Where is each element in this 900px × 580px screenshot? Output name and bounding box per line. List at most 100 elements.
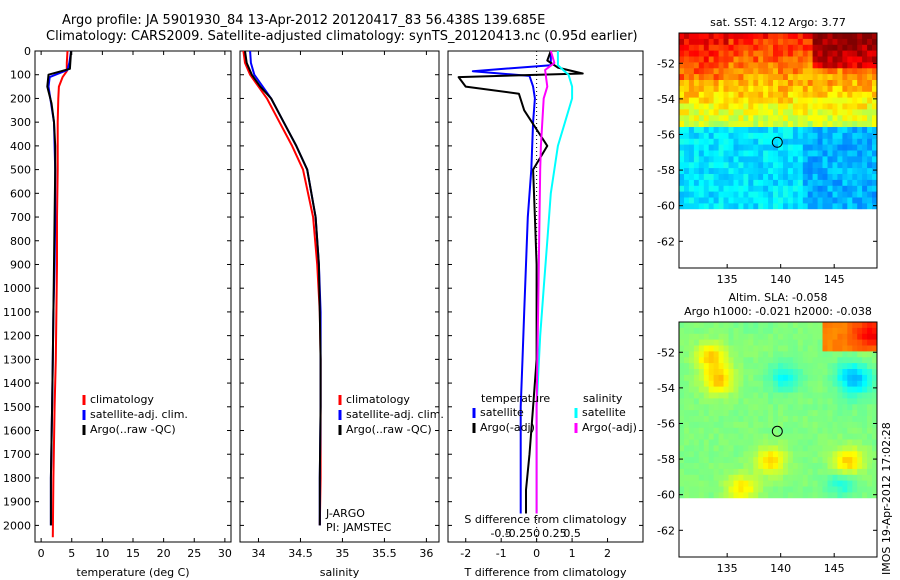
map-cell	[723, 185, 729, 193]
map-cell	[778, 474, 784, 482]
map-cell	[679, 179, 685, 187]
map-cell	[679, 85, 685, 93]
map-cell	[768, 357, 774, 364]
map-cell	[867, 150, 873, 157]
map-cell	[832, 404, 838, 411]
map-cell	[693, 185, 700, 193]
sla-map-frame	[678, 321, 878, 558]
temperature-legend-2-label: Argo(..raw -QC)	[90, 423, 176, 436]
map-cell	[748, 451, 754, 458]
map-cell	[807, 386, 814, 394]
map-cell	[743, 168, 749, 175]
map-cell	[684, 398, 690, 405]
map-cell	[872, 179, 878, 187]
map-cell	[872, 144, 878, 152]
map-cell	[787, 374, 794, 382]
map-cell	[718, 474, 725, 482]
map-cell	[792, 156, 799, 163]
map-cell	[718, 374, 725, 382]
map-cell	[787, 468, 794, 476]
map-cell	[872, 421, 878, 429]
map-cell	[852, 121, 858, 128]
map-cell	[738, 50, 744, 58]
map-cell	[783, 109, 789, 116]
map-cell	[822, 121, 828, 128]
map-cell	[728, 44, 734, 52]
map-cell	[778, 33, 784, 40]
map-cell	[748, 339, 754, 347]
map-cell	[837, 363, 843, 370]
map-cell	[718, 345, 725, 352]
map-cell	[862, 339, 868, 347]
t-diff-tick-label: 0	[533, 547, 540, 560]
map-cell	[698, 127, 705, 134]
map-cell	[679, 162, 685, 169]
map-cell	[743, 91, 749, 99]
map-cell	[698, 398, 705, 405]
map-cell	[778, 127, 784, 134]
map-cell	[763, 492, 769, 499]
map-cell	[684, 168, 690, 175]
map-cell	[778, 174, 784, 181]
map-cell	[693, 203, 700, 210]
map-cell	[812, 327, 819, 335]
map-cell	[802, 421, 809, 429]
map-cell	[822, 474, 828, 482]
map-cell	[703, 156, 710, 163]
map-cell	[728, 457, 734, 464]
map-cell	[817, 445, 824, 452]
map-cell	[768, 132, 774, 140]
map-cell	[698, 492, 705, 499]
map-cell	[743, 197, 749, 204]
map-cell	[718, 109, 725, 116]
map-cell	[748, 179, 754, 187]
s-diff-tick-label: 0	[533, 527, 540, 540]
map-cell	[797, 97, 804, 105]
map-cell	[753, 74, 759, 81]
map-cell	[723, 121, 729, 128]
map-cell	[847, 138, 853, 146]
map-cell	[768, 74, 774, 81]
map-cell	[778, 80, 784, 87]
map-cell	[758, 85, 764, 93]
map-cell	[783, 56, 789, 63]
map-cell	[698, 392, 705, 399]
map-cell	[802, 97, 809, 105]
map-cell	[688, 33, 695, 40]
map-cell	[763, 68, 769, 75]
map-cell	[728, 80, 734, 87]
map-cell	[792, 44, 799, 52]
map-cell	[713, 445, 720, 452]
map-cell	[802, 386, 809, 394]
map-cell	[753, 333, 759, 341]
map-cell	[807, 150, 814, 157]
map-cell	[768, 404, 774, 411]
map-cell	[723, 492, 729, 499]
map-cell	[698, 374, 705, 382]
map-cell	[842, 203, 848, 210]
map-cell	[783, 115, 789, 122]
map-cell	[822, 38, 828, 46]
map-cell	[778, 421, 784, 429]
map-cell	[822, 427, 828, 435]
map-cell	[743, 416, 749, 423]
map-cell	[773, 463, 779, 470]
map-cell	[738, 345, 744, 352]
map-cell	[718, 138, 725, 146]
map-cell	[807, 62, 814, 69]
map-cell	[797, 486, 804, 493]
map-cell	[778, 380, 784, 388]
map-cell	[832, 439, 838, 446]
map-cell	[708, 156, 715, 163]
map-cell	[698, 433, 705, 441]
map-cell	[872, 463, 878, 470]
map-cell	[852, 156, 858, 163]
map-cell	[778, 363, 784, 370]
map-cell	[807, 451, 814, 458]
map-cell	[857, 345, 863, 352]
map-cell	[812, 333, 819, 341]
map-cell	[802, 103, 809, 110]
map-cell	[684, 44, 690, 52]
map-cell	[733, 451, 739, 458]
map-cell	[738, 363, 744, 370]
